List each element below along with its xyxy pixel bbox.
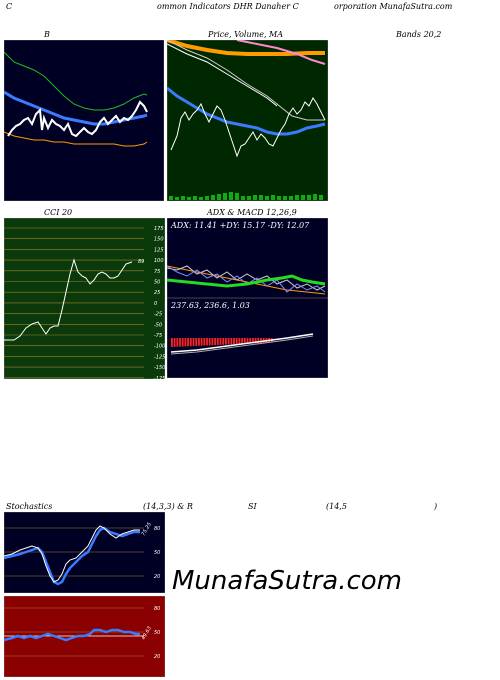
- macd-histogram-bar: [257, 338, 260, 344]
- header-title-right: orporation MunafaSutra.com: [334, 2, 453, 11]
- stoch-k-line: [4, 525, 140, 583]
- cci-tick-label: 75: [154, 269, 160, 275]
- adx-values-label: ADX: 11.41 +DY: 15.17 -DY: 12.07: [170, 221, 310, 230]
- header-title-mid: ommon Indicators DHR Danaher C: [157, 2, 299, 11]
- stochastics-chart: 80 50 20 75.25: [4, 512, 165, 593]
- macd-histogram-bar: [230, 338, 233, 345]
- bollinger-chart: [4, 40, 164, 201]
- macd-histogram-bar: [216, 338, 219, 345]
- macd-histogram-bar: [214, 338, 216, 346]
- price-volume-ma-label: Price, Volume, MA: [208, 30, 284, 39]
- macd-histogram-bar: [254, 338, 257, 344]
- price-volume-ma-chart: [167, 40, 328, 201]
- stoch-tick-20: 20: [154, 574, 160, 580]
- cci-tick-label: 125: [154, 247, 164, 253]
- macd-histogram-bar: [238, 338, 241, 344]
- cci-tick-label: 50: [154, 280, 160, 286]
- rsi-params-label: (14,5: [326, 502, 347, 511]
- cci-tick-label: -25: [154, 312, 162, 318]
- cci-tick-label: -125: [154, 354, 165, 360]
- rsi-tick-80: 80: [154, 606, 160, 612]
- adx-green-line: [167, 274, 326, 288]
- macd-histogram-bar: [252, 338, 254, 344]
- bands-label: Bands 20,2: [396, 30, 442, 39]
- macd-histogram-bar: [187, 338, 189, 347]
- cci-tick-label: -50: [154, 322, 162, 328]
- stoch-d-line: [4, 526, 140, 586]
- ma-blue-line: [167, 86, 326, 136]
- ma-pink-line: [236, 40, 326, 65]
- macd-histogram-bar: [241, 338, 243, 344]
- cci-tick-label: -175: [154, 376, 165, 379]
- cci-tick-label: -75: [154, 333, 162, 339]
- macd-histogram-bar: [260, 338, 262, 344]
- stochastics-label: Stochastics: [6, 502, 53, 511]
- macd-histogram-bar: [233, 338, 235, 345]
- macd-histogram-bar: [227, 338, 230, 345]
- ma-white-line-upper: [167, 43, 278, 107]
- macd-histogram-bar: [192, 338, 195, 347]
- rsi-tick-20: 20: [154, 654, 160, 660]
- volume-bars: [169, 192, 323, 200]
- plus-di-line: [167, 265, 326, 291]
- stoch-tick-80: 80: [154, 526, 160, 532]
- macd-histogram-bar: [208, 338, 211, 346]
- stoch-tick-50: 50: [154, 550, 160, 556]
- rsi-label: SI: [248, 502, 257, 511]
- rsi-chart: 80 50 20 49.63: [4, 596, 165, 677]
- macd-histogram-bar: [203, 338, 206, 346]
- price-white-line: [170, 97, 326, 158]
- cci-tick-label: 150: [154, 237, 164, 243]
- macd-histogram-bar: [235, 338, 238, 345]
- macd-histogram-bar: [206, 338, 208, 346]
- macd-histogram-bar: [195, 338, 198, 346]
- cci-tick-label: -150: [154, 365, 165, 371]
- macd-histogram-bar: [211, 338, 214, 346]
- macd-histogram-bar: [179, 338, 181, 347]
- macd-values-label: 237.63, 236.6, 1.03: [170, 301, 250, 310]
- cci-tick-label: 0: [154, 301, 157, 307]
- upper-band-line: [4, 51, 148, 111]
- macd-chart: 237.63, 236.6, 1.03: [167, 298, 328, 378]
- adx-chart: ADX: 11.41 +DY: 15.17 -DY: 12.07: [167, 218, 328, 298]
- macd-histogram-bar: [200, 338, 203, 346]
- rsi-line: [4, 628, 140, 642]
- cci-chart: 175 150 125 100 75 50 25 0 -25 -50 -75 -100 -125 -150…: [4, 218, 165, 379]
- macd-histogram-bar: [173, 338, 176, 347]
- lower-band-line: [4, 131, 148, 147]
- price-line: [7, 100, 148, 138]
- macd-histogram-bar: [176, 338, 179, 347]
- macd-histogram-bar: [246, 338, 249, 344]
- macd-histogram-bar: [219, 338, 222, 345]
- bollinger-label: B: [44, 30, 50, 39]
- rsi-close-paren: ): [434, 502, 438, 511]
- watermark: MunafaSutra.com: [172, 566, 403, 596]
- macd-line: [170, 333, 314, 353]
- macd-histogram-bar: [243, 338, 246, 344]
- cci-value-label: 89: [138, 259, 144, 265]
- macd-histogram-bar: [181, 338, 184, 347]
- cci-tick-label: -100: [154, 344, 165, 350]
- cci-tick-label: 100: [154, 258, 164, 264]
- cci-line: [4, 258, 133, 341]
- macd-histogram-bar: [222, 338, 225, 345]
- macd-histogram-bar: [189, 338, 192, 347]
- macd-histogram-bar: [171, 338, 173, 347]
- stochastics-params-label: (14,3,3) & R: [143, 502, 193, 511]
- macd-histogram-bar: [249, 338, 252, 344]
- adx-macd-label: ADX & MACD 12,26,9: [207, 208, 297, 217]
- cci-label: CCI 20: [44, 208, 73, 217]
- cci-tick-label: 25: [154, 290, 160, 296]
- macd-histogram-bar: [198, 338, 200, 346]
- rsi-tick-50: 50: [154, 630, 160, 636]
- macd-histogram-bar: [184, 338, 187, 347]
- macd-histogram-bar: [225, 338, 227, 345]
- ma-orange-line: [167, 40, 325, 56]
- header-title-left: C: [6, 2, 13, 11]
- ma-gray-line: [167, 40, 325, 121]
- cci-tick-label: 175: [154, 226, 164, 232]
- signal-line: [170, 335, 314, 355]
